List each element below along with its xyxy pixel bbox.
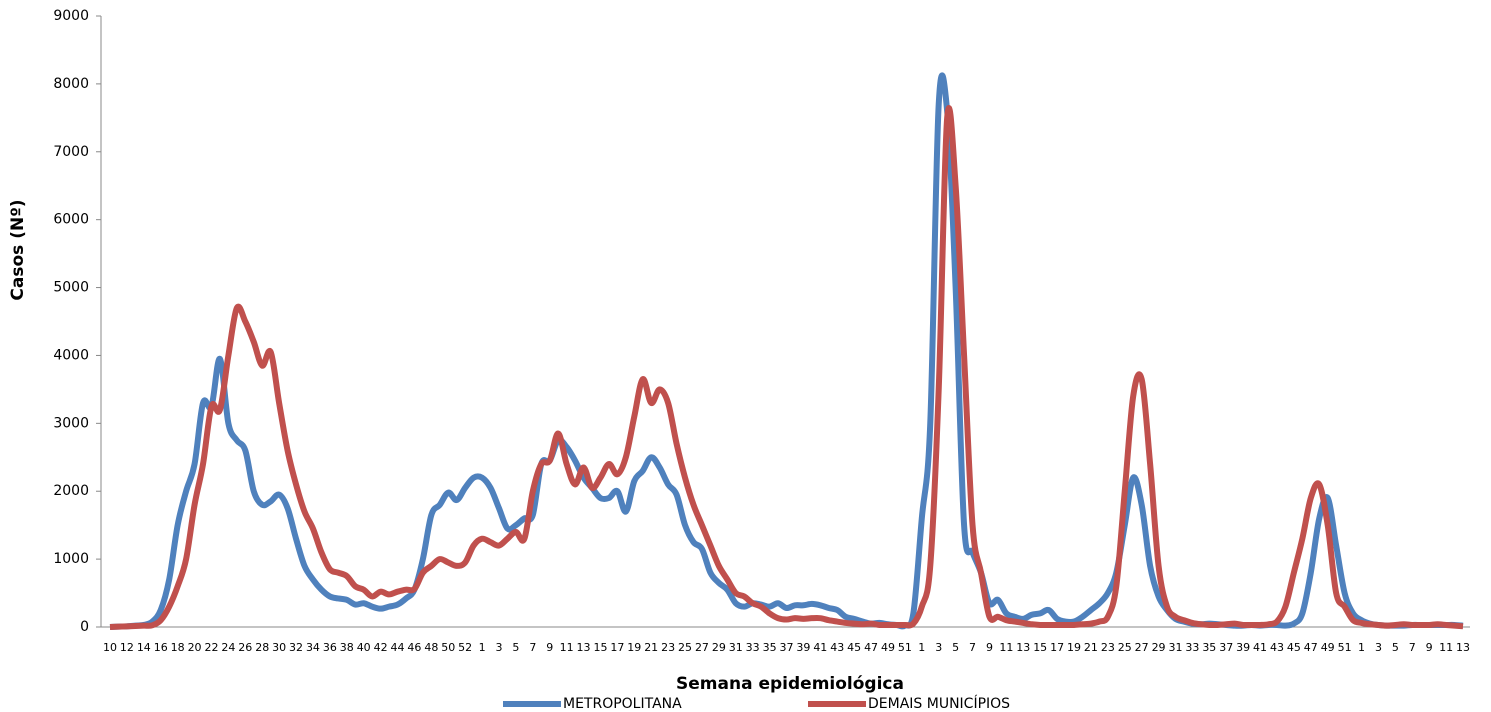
x-tick-label: 26 — [238, 641, 252, 654]
x-tick-label: 49 — [881, 641, 895, 654]
x-tick-label: 11 — [1439, 641, 1453, 654]
x-tick-label: 17 — [610, 641, 624, 654]
x-tick-label: 16 — [154, 641, 168, 654]
x-tick-label: 50 — [441, 641, 455, 654]
x-tick-label: 1 — [1358, 641, 1365, 654]
x-axis-title: Semana epidemiológica — [676, 674, 904, 694]
x-tick-label: 42 — [374, 641, 388, 654]
x-tick-label: 45 — [1287, 641, 1301, 654]
x-tick-label: 17 — [1050, 641, 1064, 654]
x-tick-label: 7 — [529, 641, 536, 654]
x-tick-label: 30 — [272, 641, 286, 654]
x-tick-label: 15 — [1033, 641, 1047, 654]
x-tick-label: 44 — [391, 641, 405, 654]
x-tick-label: 27 — [695, 641, 709, 654]
x-tick-label: 45 — [847, 641, 861, 654]
x-tick-label: 7 — [969, 641, 976, 654]
x-tick-label: 47 — [1304, 641, 1318, 654]
x-tick-label: 3 — [935, 641, 942, 654]
y-tick-label: 2000 — [53, 483, 89, 499]
x-tick-label: 52 — [458, 641, 472, 654]
x-tick-label: 5 — [1392, 641, 1399, 654]
x-tick-label: 23 — [1101, 641, 1115, 654]
x-tick-label: 39 — [796, 641, 810, 654]
x-tick-label: 31 — [1168, 641, 1182, 654]
x-tick-label: 29 — [1152, 641, 1166, 654]
x-tick-label: 51 — [898, 641, 912, 654]
x-tick-label: 12 — [120, 641, 134, 654]
y-tick-label: 1000 — [53, 551, 89, 567]
x-tick-label: 48 — [424, 641, 438, 654]
x-tick-label: 11 — [560, 641, 574, 654]
x-tick-label: 43 — [1270, 641, 1284, 654]
x-tick-label: 40 — [357, 641, 371, 654]
y-axis-title: Casos (Nº) — [8, 199, 28, 300]
y-tick-label: 0 — [80, 619, 89, 635]
x-tick-label: 27 — [1135, 641, 1149, 654]
x-tick-label: 7 — [1409, 641, 1416, 654]
x-tick-label: 35 — [1202, 641, 1216, 654]
x-tick-label: 46 — [407, 641, 421, 654]
x-tick-label: 5 — [512, 641, 519, 654]
y-tick-label: 8000 — [53, 76, 89, 92]
y-tick-label: 5000 — [53, 280, 89, 296]
x-tick-label: 24 — [221, 641, 235, 654]
x-tick-label: 19 — [627, 641, 641, 654]
x-tick-label: 5 — [952, 641, 959, 654]
x-tick-label: 21 — [1084, 641, 1098, 654]
x-tick-label: 51 — [1338, 641, 1352, 654]
x-tick-label: 31 — [729, 641, 743, 654]
x-tick-label: 47 — [864, 641, 878, 654]
x-tick-label: 9 — [986, 641, 993, 654]
x-tick-label: 9 — [1426, 641, 1433, 654]
x-tick-label: 3 — [1375, 641, 1382, 654]
x-tick-label: 36 — [323, 641, 337, 654]
x-tick-label: 18 — [171, 641, 185, 654]
y-tick-label: 9000 — [53, 8, 89, 24]
y-tick-label: 7000 — [53, 144, 89, 160]
x-tick-label: 25 — [1118, 641, 1132, 654]
x-tick-label: 43 — [830, 641, 844, 654]
legend-label: DEMAIS MUNICÍPIOS — [868, 695, 1010, 712]
x-tick-label: 49 — [1321, 641, 1335, 654]
series-line — [109, 72, 1464, 630]
x-tick-label: 32 — [289, 641, 303, 654]
x-tick-label: 1 — [479, 641, 486, 654]
x-tick-label: 35 — [763, 641, 777, 654]
x-tick-label: 21 — [644, 641, 658, 654]
x-tick-label: 33 — [1185, 641, 1199, 654]
x-tick-label: 23 — [661, 641, 675, 654]
x-tick-label: 41 — [813, 641, 827, 654]
x-tick-label: 41 — [1253, 641, 1267, 654]
x-tick-label: 22 — [204, 641, 218, 654]
x-tick-label: 9 — [546, 641, 553, 654]
y-tick-label: 3000 — [53, 415, 89, 431]
y-tick-label: 4000 — [53, 347, 89, 363]
x-tick-label: 11 — [999, 641, 1013, 654]
x-tick-label: 28 — [255, 641, 269, 654]
x-tick-label: 39 — [1236, 641, 1250, 654]
x-tick-label: 34 — [306, 641, 320, 654]
x-tick-label: 15 — [593, 641, 607, 654]
x-tick-label: 29 — [712, 641, 726, 654]
x-tick-label: 13 — [577, 641, 591, 654]
x-tick-label: 10 — [103, 641, 117, 654]
legend-label: METROPOLITANA — [563, 696, 682, 712]
x-tick-label: 37 — [1219, 641, 1233, 654]
x-tick-label: 13 — [1456, 641, 1470, 654]
x-tick-label: 38 — [340, 641, 354, 654]
x-tick-label: 20 — [188, 641, 202, 654]
x-tick-label: 14 — [137, 641, 151, 654]
x-tick-label: 3 — [495, 641, 502, 654]
series-line — [109, 105, 1464, 630]
x-tick-label: 1 — [918, 641, 925, 654]
y-tick-label: 6000 — [53, 212, 89, 228]
x-tick-label: 33 — [746, 641, 760, 654]
x-tick-label: 19 — [1067, 641, 1081, 654]
x-tick-label: 25 — [678, 641, 692, 654]
x-tick-label: 13 — [1016, 641, 1030, 654]
x-tick-label: 37 — [780, 641, 794, 654]
